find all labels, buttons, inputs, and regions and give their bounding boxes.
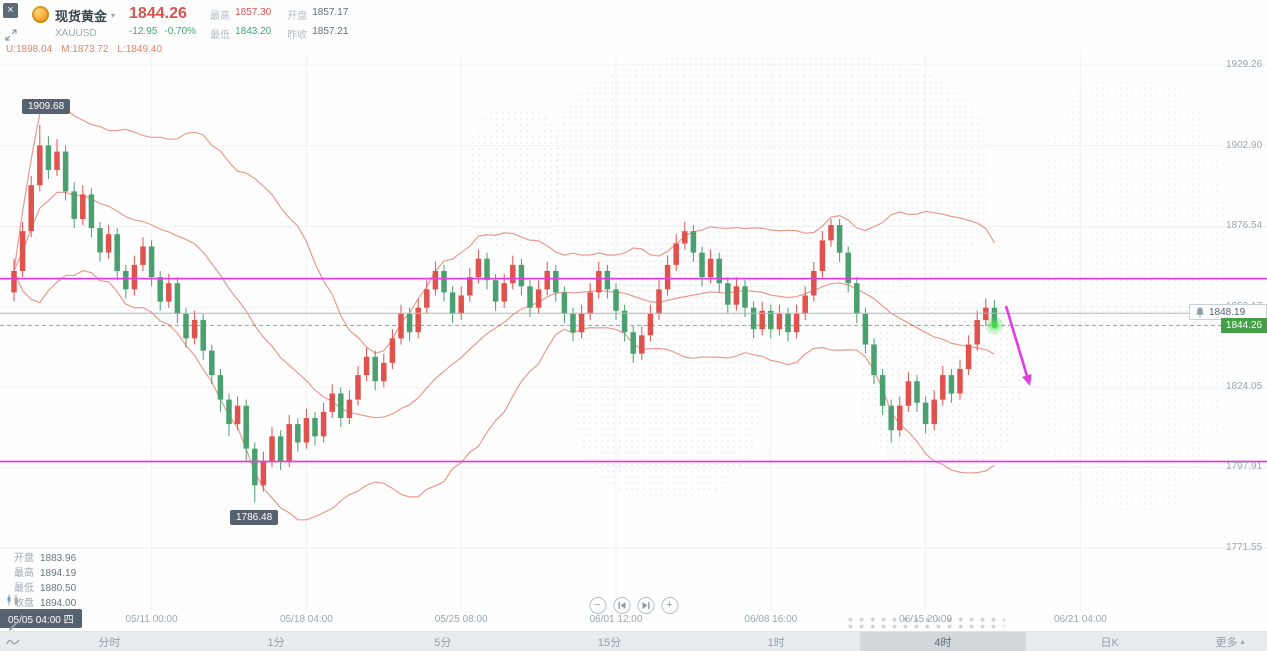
hover-close: 收盘 1894.00 (14, 598, 77, 609)
symbol-code: XAUUSD (55, 28, 97, 39)
hover-low: 最低 1880.50 (14, 583, 77, 594)
price-block: 1844.26 -12.95 -0.70% (129, 5, 196, 37)
pencil-icon (8, 621, 17, 631)
stat-open: 开盘 1857.17 (287, 7, 349, 22)
candle-style-icon (7, 594, 18, 606)
boll-upper: U:1898.04 (6, 44, 53, 55)
skip-back-icon (618, 602, 625, 609)
price-change: -12.95 -0.70% (129, 26, 196, 37)
more-button[interactable]: 更多 ▴ (1193, 632, 1267, 651)
playback-controls: − + (589, 597, 678, 614)
last-price: 1844.26 (129, 5, 187, 22)
alert-price-value: 1848.19 (1209, 306, 1246, 318)
chevron-up-icon: ▴ (1240, 637, 1245, 646)
timeframe-toolbar: 分时 1分 5分 15分 1时 4时 日K 更多 ▴ (0, 631, 1267, 651)
boll-indicator-values: U:1898.04 M:1873.72 L:1849.40 (6, 44, 162, 55)
timeframe-tab-5分[interactable]: 5分 (434, 636, 452, 649)
timeframe-tab-4时[interactable]: 4时 (859, 632, 1027, 651)
stat-low: 最低 1843.20 (210, 26, 272, 41)
window-buttons: × (3, 3, 18, 42)
hover-high: 最高 1894.19 (14, 568, 77, 579)
symbol-selector[interactable]: 现货黄金 ▾ (55, 6, 115, 25)
symbol-name: 现货黄金 (55, 9, 108, 24)
world-map-dots (555, 55, 985, 300)
blurred-watermark (845, 616, 1005, 629)
close-icon: × (7, 4, 14, 16)
world-map-dots (1040, 80, 1225, 510)
timeframe-tabs: 分时 1分 5分 15分 1时 4时 日K (26, 632, 1193, 651)
candlestick-chart (0, 52, 1267, 612)
stat-prev-close: 昨收 1857.21 (287, 26, 349, 41)
draw-tool-button[interactable] (4, 615, 22, 631)
more-label: 更多 (1215, 636, 1238, 649)
skip-forward-button[interactable] (637, 597, 654, 614)
left-tools (4, 591, 22, 631)
timeframe-tab-日K[interactable]: 日K (1100, 636, 1119, 649)
plus-icon: + (666, 599, 673, 611)
high-price-marker: 1909.68 (22, 99, 71, 114)
timeframe-tab-1分[interactable]: 1分 (267, 636, 285, 649)
bell-icon (1196, 307, 1204, 317)
chart-style-button[interactable] (4, 591, 22, 609)
skip-back-button[interactable] (613, 597, 630, 614)
zoom-out-button[interactable]: − (589, 597, 606, 614)
expand-button[interactable] (3, 27, 18, 42)
low-price-marker: 1786.48 (230, 510, 279, 525)
hover-open: 开盘 1883.96 (14, 553, 77, 564)
close-button[interactable]: × (3, 3, 18, 18)
hover-ohlc-panel: 开盘 1883.96 最高 1894.19 最低 1880.50 收盘 1894.00 (14, 551, 76, 611)
timeframe-tab-15分[interactable]: 15分 (597, 636, 622, 649)
gold-coin-icon (32, 6, 49, 23)
minus-icon: − (594, 599, 601, 611)
change-value: -12.95 (129, 26, 158, 37)
change-percent: -0.70% (164, 26, 197, 37)
chevron-down-icon: ▾ (111, 11, 116, 20)
boll-middle: M:1873.72 (61, 44, 109, 55)
ohlc-stats: 最高 1857.30 最低 1843.20 开盘 1857.17 昨收 1857.21 (210, 7, 348, 41)
boll-lower: L:1849.40 (117, 44, 162, 55)
skip-forward-icon (642, 602, 649, 609)
chart-header: × 现货黄金 ▾ XAUUSD 1844.26 -12.95 (0, 0, 348, 42)
chart-canvas[interactable]: 1929.261902.901876.541850.171824.051797.… (0, 0, 1267, 631)
expand-icon (4, 28, 17, 41)
symbol-block: 现货黄金 ▾ XAUUSD (32, 6, 115, 39)
timeframe-tab-分时[interactable]: 分时 (98, 636, 121, 649)
indicator-button[interactable] (0, 632, 26, 651)
stat-high: 最高 1857.30 (210, 7, 272, 22)
crosshair-date-tooltip: 05/05 04:00 四 (0, 609, 82, 628)
zoom-in-button[interactable]: + (661, 597, 678, 614)
timeframe-tab-1时[interactable]: 1时 (767, 636, 785, 649)
indicator-wave-icon (6, 639, 20, 644)
current-price-badge: 1844.26 (1221, 318, 1267, 333)
